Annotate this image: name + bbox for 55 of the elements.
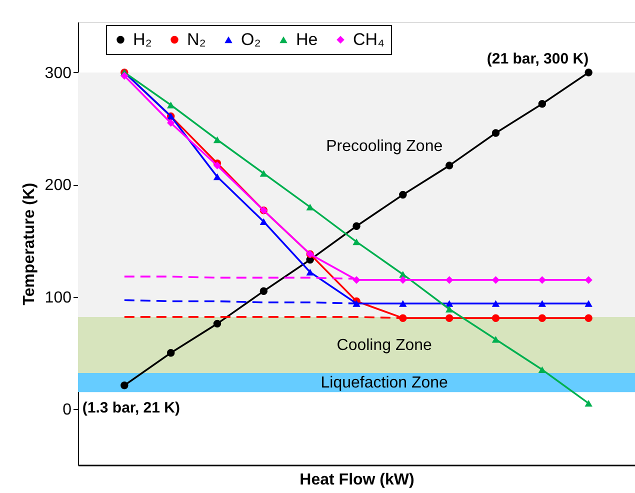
point — [213, 162, 222, 170]
point — [538, 366, 546, 374]
point — [120, 72, 128, 80]
annotation: (21 bar, 300 K) — [486, 50, 589, 68]
point — [166, 102, 175, 108]
legend-label: O₂ — [241, 30, 261, 49]
point — [120, 382, 128, 390]
y-tick-label: 0 — [62, 401, 72, 418]
legend-label: N₂ — [187, 30, 206, 49]
point — [399, 300, 407, 307]
point — [538, 300, 546, 307]
point — [492, 336, 500, 343]
point — [306, 204, 314, 210]
y-axis-title: Temperature (K) — [20, 182, 38, 306]
point — [445, 306, 454, 312]
point — [260, 170, 268, 177]
point — [352, 222, 360, 230]
annotation: (1.3 bar, 21 K) — [82, 399, 180, 416]
point — [584, 400, 592, 407]
point — [492, 129, 500, 137]
band-label: Precooling Zone — [326, 138, 443, 155]
band-label: Liquefaction Zone — [320, 374, 448, 392]
point — [445, 276, 454, 284]
point — [213, 136, 222, 144]
point — [584, 314, 592, 322]
point — [492, 300, 500, 307]
point — [399, 190, 407, 199]
point — [584, 68, 592, 76]
point — [166, 348, 175, 357]
point — [445, 162, 454, 170]
point — [492, 314, 500, 322]
band-label: Cooling Zone — [336, 336, 432, 354]
point — [306, 268, 314, 276]
legend-label: H₂ — [133, 30, 152, 49]
point — [584, 276, 592, 284]
point — [260, 287, 268, 296]
y-tick-label: 300 — [44, 64, 72, 82]
y-tick-label: 100 — [44, 289, 72, 306]
point — [492, 276, 500, 284]
point — [213, 320, 222, 328]
legend-label: He — [296, 30, 318, 49]
x-axis-title: Heat Flow (kW) — [300, 472, 414, 488]
point — [538, 276, 546, 284]
point — [260, 218, 268, 225]
point — [399, 276, 407, 284]
point — [445, 300, 454, 307]
point — [352, 238, 360, 246]
y-tick-label: 200 — [44, 177, 72, 194]
legend-label: CH₄ — [353, 30, 385, 49]
point — [445, 314, 454, 322]
point — [584, 300, 592, 307]
point — [166, 119, 175, 127]
point — [538, 314, 546, 322]
point — [213, 173, 222, 180]
point — [538, 100, 546, 108]
